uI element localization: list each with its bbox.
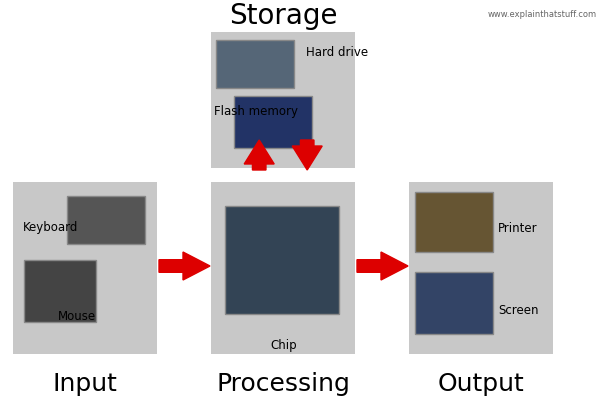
Text: Chip: Chip bbox=[270, 340, 296, 352]
Bar bbox=[415, 272, 493, 334]
Text: Screen: Screen bbox=[498, 304, 539, 316]
Bar bbox=[216, 40, 294, 88]
Text: Mouse: Mouse bbox=[58, 310, 96, 322]
Bar bbox=[67, 196, 145, 244]
FancyArrow shape bbox=[159, 252, 210, 280]
Bar bbox=[234, 96, 312, 148]
Text: Input: Input bbox=[53, 372, 118, 396]
Bar bbox=[225, 206, 339, 314]
Text: Hard drive: Hard drive bbox=[306, 46, 368, 58]
Text: Printer: Printer bbox=[498, 222, 538, 234]
Bar bbox=[415, 192, 493, 252]
Text: Output: Output bbox=[438, 372, 524, 396]
Text: Processing: Processing bbox=[216, 372, 350, 396]
Bar bbox=[211, 32, 355, 168]
Text: Keyboard: Keyboard bbox=[23, 222, 78, 234]
Bar bbox=[409, 182, 553, 354]
FancyArrow shape bbox=[244, 140, 274, 170]
Text: Flash memory: Flash memory bbox=[214, 106, 298, 118]
FancyArrow shape bbox=[292, 140, 322, 170]
Bar bbox=[13, 182, 157, 354]
Text: www.explainthatstuff.com: www.explainthatstuff.com bbox=[488, 10, 597, 19]
Bar bbox=[24, 260, 96, 322]
Bar bbox=[211, 182, 355, 354]
FancyArrow shape bbox=[357, 252, 408, 280]
Text: Storage: Storage bbox=[229, 2, 337, 30]
